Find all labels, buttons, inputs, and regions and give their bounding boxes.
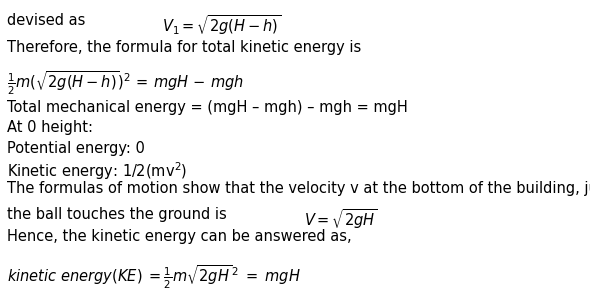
Text: $\frac{1}{2}m(\sqrt{2g(H - h)})^{2}\,=\,mgH\,-\,mgh$: $\frac{1}{2}m(\sqrt{2g(H - h)})^{2}\,=\,… bbox=[7, 70, 244, 98]
Text: $V_1 = \sqrt{2g(H - h)}$: $V_1 = \sqrt{2g(H - h)}$ bbox=[162, 13, 281, 37]
Text: $kinetic\ energy(KE)\;=\frac{1}{2}m\sqrt{2gH}^{\,2}\;=\;mgH$: $kinetic\ energy(KE)\;=\frac{1}{2}m\sqrt… bbox=[7, 264, 301, 291]
Text: Potential energy: 0: Potential energy: 0 bbox=[7, 141, 145, 156]
Text: Total mechanical energy = (mgH – mgh) – mgh = mgH: Total mechanical energy = (mgH – mgh) – … bbox=[7, 100, 408, 115]
Text: The formulas of motion show that the velocity v at the bottom of the building, j: The formulas of motion show that the vel… bbox=[7, 181, 590, 196]
Text: $V = \sqrt{2gH}$: $V = \sqrt{2gH}$ bbox=[304, 207, 377, 231]
Text: Hence, the kinetic energy can be answered as,: Hence, the kinetic energy can be answere… bbox=[7, 229, 352, 243]
Text: devised as: devised as bbox=[7, 13, 90, 28]
Text: the ball touches the ground is: the ball touches the ground is bbox=[7, 207, 231, 222]
Text: Kinetic energy: 1/2(mv$^{2}$): Kinetic energy: 1/2(mv$^{2}$) bbox=[7, 161, 188, 182]
Text: At 0 height:: At 0 height: bbox=[7, 120, 93, 135]
Text: Therefore, the formula for total kinetic energy is: Therefore, the formula for total kinetic… bbox=[7, 40, 361, 55]
